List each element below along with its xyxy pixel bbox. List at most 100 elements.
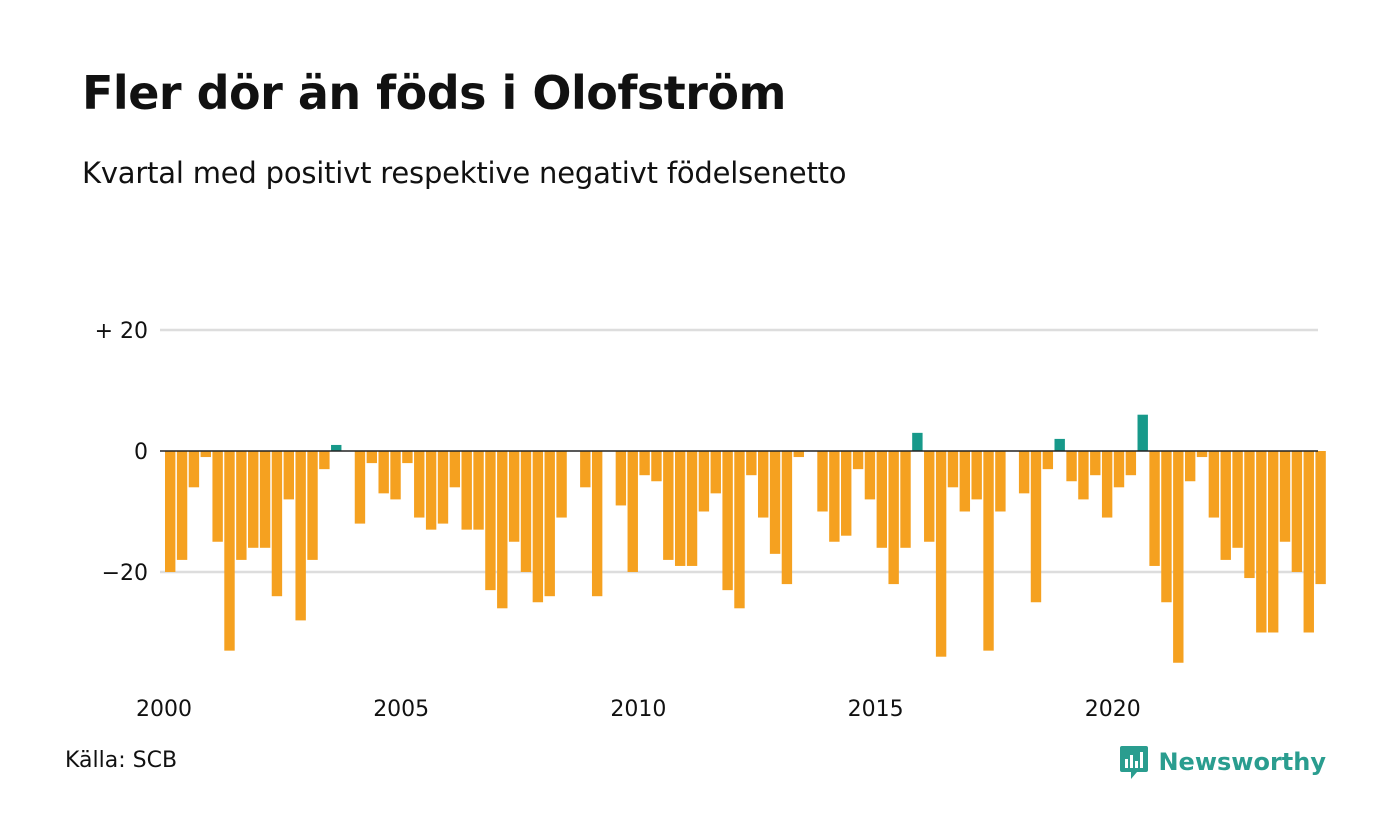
bar: [1232, 451, 1243, 548]
bar: [686, 451, 698, 566]
bar: [236, 451, 247, 560]
bar: [651, 451, 662, 482]
bar: [1078, 451, 1089, 500]
bar: [165, 451, 176, 572]
bar: [639, 451, 650, 476]
bar: [1196, 451, 1208, 458]
bar: [1101, 451, 1113, 518]
newsworthy-logo-icon: [1120, 746, 1149, 779]
bar: [900, 451, 911, 548]
bar: [200, 451, 211, 458]
bar: [1256, 451, 1267, 633]
x-tick-label: 2005: [373, 697, 429, 722]
bar: [271, 451, 283, 597]
bar: [829, 451, 840, 542]
bar: [734, 451, 745, 609]
bar: [947, 451, 959, 488]
y-tick-label: −20: [102, 561, 148, 586]
bar: [971, 451, 982, 500]
bar: [1054, 438, 1065, 451]
bar: [769, 451, 781, 554]
bar: [758, 451, 769, 518]
bar: [508, 451, 520, 542]
bar: [698, 451, 710, 512]
bar: [307, 451, 318, 560]
bar: [1208, 451, 1220, 518]
bar: [497, 451, 508, 609]
bar: [224, 451, 235, 651]
x-tick-label: 2020: [1085, 697, 1141, 722]
y-tick-label: + 20: [95, 319, 148, 344]
bar: [1066, 451, 1077, 482]
bar: [437, 451, 449, 524]
bar: [817, 451, 828, 512]
bar: [983, 451, 994, 651]
bar: [1113, 451, 1125, 488]
bar: [1125, 451, 1137, 476]
chart-title: Fler dör än föds i Olofström: [82, 66, 786, 120]
bar: [1149, 451, 1160, 566]
bar: [1184, 451, 1196, 482]
bar: [331, 444, 342, 451]
bar: [414, 451, 425, 518]
bar: [710, 451, 721, 494]
bar: [366, 451, 378, 464]
bar: [674, 451, 686, 566]
bar: [1315, 451, 1326, 585]
bar: [912, 432, 923, 451]
bar: [722, 451, 733, 591]
bar: [995, 451, 1006, 512]
chart-subtitle: Kvartal med positivt respektive negativt…: [82, 156, 847, 190]
source-note: Källa: SCB: [65, 748, 178, 773]
bar: [248, 451, 259, 548]
bar: [188, 451, 200, 488]
bar: [1291, 451, 1303, 572]
bar-chart: + 20 0 −20 2000 2005 2010 2015 2020: [95, 319, 1326, 722]
bar: [556, 451, 567, 518]
bar: [924, 451, 935, 542]
bar: [1267, 451, 1279, 633]
newsworthy-logo: Newsworthy: [1119, 743, 1326, 781]
bar: [746, 451, 757, 476]
bar: [1018, 451, 1030, 494]
x-tick-label: 2015: [848, 697, 904, 722]
bar: [841, 451, 852, 536]
bar: [544, 451, 555, 597]
bar: [532, 451, 544, 603]
bar: [864, 451, 876, 500]
bar: [295, 451, 306, 621]
bar: [591, 451, 603, 597]
bar: [1042, 451, 1054, 470]
bar: [449, 451, 461, 488]
bar: [888, 451, 899, 585]
bar: [663, 451, 674, 560]
x-tick-label: 2000: [136, 697, 192, 722]
bar: [485, 451, 496, 591]
bar: [283, 451, 294, 500]
bar: [259, 451, 271, 548]
bars: [165, 414, 1326, 663]
bar: [1090, 451, 1101, 476]
bar: [876, 451, 887, 548]
bar: [615, 451, 627, 506]
bar: [520, 451, 532, 572]
y-tick-label: 0: [134, 440, 148, 465]
bar: [1220, 451, 1231, 560]
bar: [1303, 451, 1314, 633]
bar: [319, 451, 330, 470]
bar: [1030, 451, 1042, 603]
bar: [793, 451, 804, 458]
bar: [627, 451, 638, 572]
bar: [935, 451, 947, 657]
bar: [1137, 414, 1148, 451]
bar: [402, 451, 413, 464]
bar: [1173, 451, 1184, 663]
bar: [959, 451, 971, 512]
bar: [580, 451, 591, 488]
bar: [425, 451, 437, 530]
x-tick-label: 2010: [610, 697, 666, 722]
bar: [390, 451, 401, 500]
bar: [1244, 451, 1255, 579]
bar: [1161, 451, 1172, 603]
bar: [354, 451, 366, 524]
